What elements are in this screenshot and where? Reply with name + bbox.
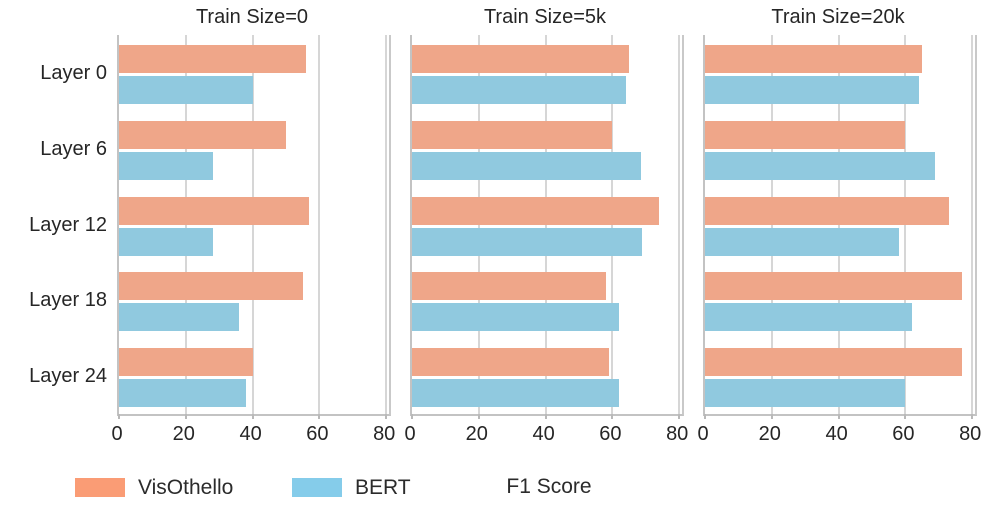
x-tick-mark [837,414,840,419]
x-tick-mark [318,414,321,419]
bar-visothello-layer-0 [119,45,307,73]
bar-bert-layer-6 [705,151,936,180]
bar-visothello-layer-12 [705,196,949,225]
x-tick-label: 40 [532,423,555,445]
bar-bert-layer-12 [412,227,643,256]
legend-swatch-bert [292,478,342,497]
y-axis-label: Layer 18 [29,289,107,312]
bar-bert-layer-0 [119,76,253,104]
bar-bert-layer-24 [705,379,906,408]
bar-bert-layer-18 [119,303,240,332]
bar-bert-layer-0 [412,76,626,104]
bar-visothello-layer-18 [705,272,963,301]
x-tick-mark [544,414,547,419]
bar-visothello-layer-0 [705,45,923,73]
legend-swatch-visothello [75,478,125,497]
y-axis-label: Layer 24 [29,365,107,388]
bar-bert-layer-12 [119,227,213,256]
y-axis-label: Layer 6 [40,137,107,160]
x-tick-mark [770,414,773,419]
bar-visothello-layer-0 [412,45,630,73]
bar-bert-layer-12 [705,227,899,256]
bar-bert-layer-0 [705,76,919,104]
panel-title: Train Size=0 [195,6,309,28]
bar-bert-layer-24 [412,379,620,408]
x-tick-label: 80 [666,423,689,445]
x-tick-mark [477,414,480,419]
x-tick-mark [251,414,254,419]
x-tick-label: 60 [306,423,329,445]
x-tick-label: 20 [758,423,781,445]
x-tick-label: 80 [373,423,396,445]
bar-bert-layer-18 [412,303,620,332]
legend-label-bert: BERT [355,476,411,499]
bar-visothello-layer-24 [412,348,610,377]
bar-visothello-layer-6 [705,120,906,149]
x-tick-mark [904,414,907,419]
bar-visothello-layer-18 [119,272,303,301]
bar-visothello-layer-6 [119,120,286,149]
y-axis-label: Layer 12 [29,213,107,236]
x-tick-label: 20 [172,423,195,445]
x-tick-mark [678,414,681,419]
bar-visothello-layer-24 [119,348,253,377]
x-tick-mark [611,414,614,419]
bar-visothello-layer-6 [412,120,613,149]
x-tick-mark [184,414,187,419]
x-tick-label: 60 [599,423,622,445]
gridline [385,35,388,414]
y-axis-label: Layer 0 [40,62,107,84]
x-tick-label: 40 [239,423,262,445]
bar-visothello-layer-18 [412,272,606,301]
panel-title: Train Size=5k [483,6,607,28]
x-tick-mark [971,414,974,419]
gridline [678,35,681,414]
legend-label-visothello: VisOthello [138,476,234,499]
x-tick-label: 80 [959,423,982,445]
x-tick-label: 20 [465,423,488,445]
panel-3 [703,35,977,419]
bar-bert-layer-6 [412,151,641,180]
bar-bert-layer-24 [119,379,246,408]
x-tick-mark [704,414,706,419]
x-tick-label: 0 [404,423,416,445]
panel-1 [117,35,391,419]
bar-bert-layer-18 [705,303,913,332]
x-tick-mark [118,414,120,419]
panel-2 [410,35,684,419]
panel-title: Train Size=20k [771,6,905,28]
x-tick-label: 0 [697,423,709,445]
bar-bert-layer-6 [119,151,213,180]
bar-visothello-layer-24 [705,348,963,377]
x-tick-label: 0 [111,423,123,445]
bar-visothello-layer-12 [412,196,660,225]
gridline [971,35,974,414]
bar-visothello-layer-12 [119,196,310,225]
x-tick-mark [411,414,413,419]
x-axis-label: F1 Score [506,475,592,498]
x-tick-label: 60 [892,423,915,445]
x-tick-mark [385,414,388,419]
x-tick-label: 40 [825,423,848,445]
gridline [318,35,321,414]
